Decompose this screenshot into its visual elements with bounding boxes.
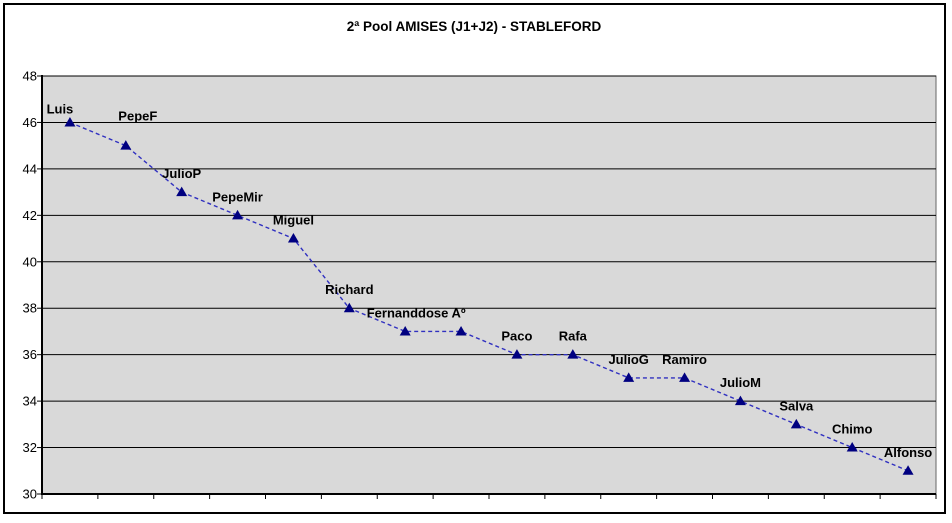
y-axis-label: 42 — [23, 208, 37, 223]
plot-layer: 48 46 44 42 40 38 36 34 32 30 Luis PepeF JulioP PepeM… — [23, 69, 937, 502]
y-axis-label: 48 — [23, 69, 37, 84]
data-point-label: Miguel — [273, 213, 314, 228]
y-axis-label: 32 — [23, 440, 37, 455]
data-point-label: Richard — [325, 282, 373, 297]
data-point-label: Luis — [47, 101, 74, 116]
data-point-marker — [232, 209, 244, 220]
chart-title: 2ª Pool AMISES (J1+J2) - STABLEFORD — [347, 19, 602, 34]
data-point-marker — [455, 325, 467, 336]
y-axis-label: 30 — [23, 487, 37, 502]
data-point-label: PepeMir — [212, 189, 263, 204]
data-point-label: Alfonso — [884, 445, 932, 460]
data-point-label: Salva — [779, 398, 814, 413]
data-point-marker — [287, 233, 299, 243]
y-axis-label: 44 — [23, 161, 37, 176]
data-point-marker — [176, 186, 188, 197]
data-point-marker — [120, 140, 132, 150]
data-point-label: JulioM — [720, 375, 761, 390]
data-point-label: Rafa — [559, 329, 588, 344]
y-axis-label: 38 — [23, 301, 37, 316]
data-point-marker — [902, 465, 914, 475]
data-point-label: JulioP — [162, 166, 201, 181]
data-point-marker — [567, 349, 579, 359]
data-point-label: PepeF — [118, 109, 157, 124]
y-axis-label: 34 — [23, 394, 37, 409]
data-point-label: Ramiro — [662, 352, 707, 367]
series-line — [69, 121, 909, 472]
data-point-label: Chimo — [832, 422, 873, 437]
data-point-marker — [846, 442, 858, 452]
data-point-marker — [679, 372, 691, 382]
data-point-label: Fernanddose Aº — [367, 305, 466, 320]
data-point-marker — [790, 418, 802, 429]
y-axis-label: 40 — [23, 254, 37, 269]
data-point-marker — [734, 395, 746, 406]
data-point-marker — [623, 372, 635, 382]
data-point-marker — [511, 349, 523, 359]
data-point-label: Paco — [501, 329, 532, 344]
plot-area — [41, 75, 937, 495]
y-axis-label: 36 — [23, 347, 37, 362]
data-point-marker — [64, 116, 76, 127]
data-point-label: JulioG — [608, 352, 648, 367]
y-axis-label: 46 — [23, 115, 37, 130]
data-point-marker — [399, 325, 411, 336]
data-point-marker — [343, 302, 355, 313]
